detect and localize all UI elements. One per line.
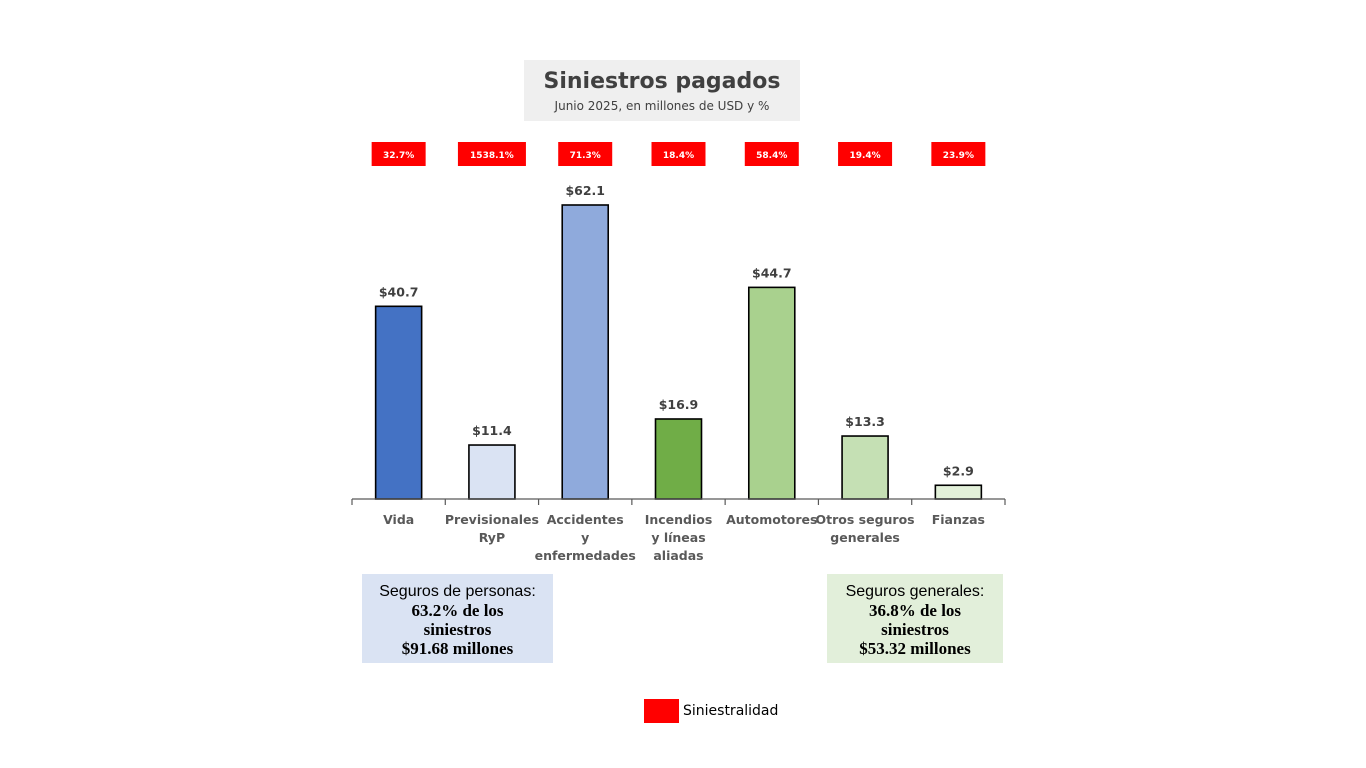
siniestralidad-badge-incendios (651, 142, 706, 166)
legend: Siniestralidad (644, 699, 778, 723)
siniestralidad-badge-vida (371, 142, 426, 166)
value-label-previsionales: $11.4 (472, 423, 512, 438)
siniestralidad-label-otros-seguros: 19.4% (849, 151, 880, 161)
value-label-fianzas: $2.9 (943, 463, 974, 478)
siniestralidad-label-vida: 32.7% (383, 151, 414, 161)
siniestralidad-label-automotores: 58.4% (756, 151, 787, 161)
category-label-incendios: Incendios (645, 512, 713, 527)
bar-accidentes (561, 204, 610, 500)
category-label-vida: Vida (383, 512, 414, 527)
category-label-otros-seguros: generales (830, 530, 900, 545)
siniestralidad-label-accidentes: 71.3% (570, 151, 601, 161)
siniestralidad-badge-accidentes (558, 142, 613, 166)
category-label-otros-seguros: Otros seguros (816, 512, 915, 527)
category-label-incendios: aliadas (653, 548, 703, 563)
value-label-vida: $40.7 (379, 284, 419, 299)
category-label-accidentes: enfermedades (535, 548, 636, 563)
seguros-personas-percent: 63.2% de los (411, 601, 504, 620)
value-label-otros-seguros: $13.3 (845, 414, 885, 429)
value-label-accidentes: $62.1 (565, 183, 605, 198)
category-label-incendios: y líneas (651, 530, 705, 545)
seguros-personas-lead: Seguros de personas: (379, 583, 536, 600)
bar-automotores (747, 286, 796, 500)
seguros-personas-box: Seguros de personas: 63.2% de los sinies… (362, 574, 553, 663)
seguros-personas-amount: $91.68 millones (401, 639, 514, 658)
chart-subtitle: Junio 2025, en millones de USD y % (554, 99, 770, 113)
chart-title: Siniestros pagados (543, 69, 781, 94)
legend-swatch-siniestralidad (644, 699, 679, 723)
siniestralidad-badge-automotores (744, 142, 799, 166)
value-label-automotores: $44.7 (752, 265, 792, 280)
category-label-accidentes: Accidentes (547, 512, 624, 527)
category-label-previsionales: Previsionales (445, 512, 539, 527)
siniestralidad-label-fianzas: 23.9% (943, 151, 974, 161)
bar-fianzas (934, 484, 983, 500)
seguros-personas-siniestros: siniestros (423, 620, 492, 639)
seguros-generales-lead: Seguros generales: (845, 583, 985, 600)
category-label-accidentes: y (581, 530, 589, 545)
category-label-previsionales: RyP (479, 530, 505, 545)
seguros-generales-percent: 36.8% de los (868, 601, 962, 620)
seguros-generales-siniestros: siniestros (881, 620, 949, 639)
bar-vida (374, 305, 423, 500)
siniestralidad-badge-previsionales (457, 142, 526, 166)
legend-label-siniestralidad: Siniestralidad (683, 703, 779, 719)
siniestralidad-label-incendios: 18.4% (663, 151, 694, 161)
chart-title-box: Siniestros pagados Junio 2025, en millon… (524, 60, 800, 121)
seguros-generales-amount: $53.32 millones (859, 639, 971, 658)
bar-otros-seguros (841, 435, 889, 500)
bar-incendios (654, 418, 703, 500)
category-label-automotores: Automotores (726, 512, 817, 527)
siniestralidad-label-previsionales: 1538.1% (470, 151, 514, 161)
bar-previsionales (468, 444, 516, 500)
value-label-incendios: $16.9 (659, 397, 699, 412)
siniestralidad-badge-fianzas (931, 142, 986, 166)
seguros-generales-box: Seguros generales: 36.8% de los siniestr… (827, 574, 1003, 663)
siniestralidad-badge-otros-seguros (838, 142, 893, 166)
category-label-fianzas: Fianzas (932, 512, 985, 527)
